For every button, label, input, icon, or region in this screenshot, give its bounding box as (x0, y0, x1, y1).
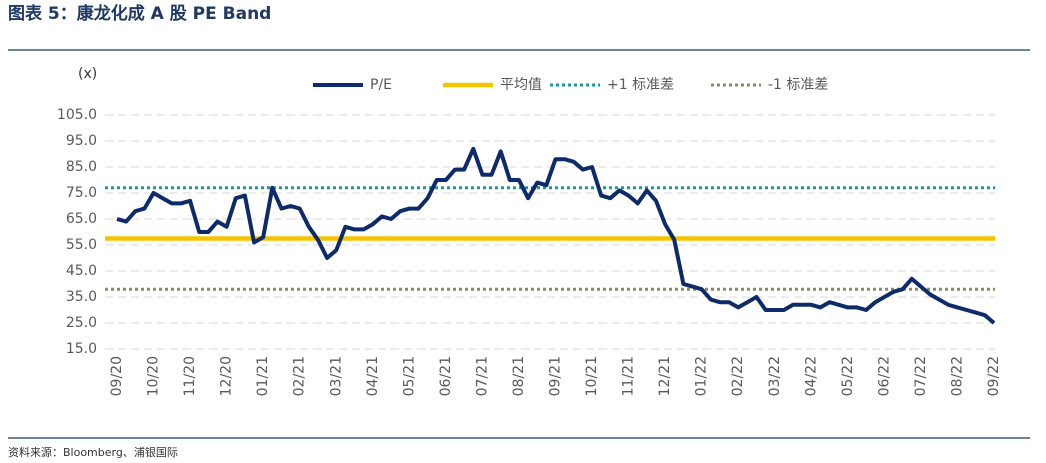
x-tick-label: 01/22 (694, 356, 710, 396)
x-tick-label: 06/21 (438, 356, 454, 396)
x-tick-label: 08/22 (949, 356, 965, 396)
x-tick-label: 03/21 (328, 356, 344, 396)
x-tick-label: 09/22 (986, 356, 1002, 396)
y-tick-label: 95.0 (66, 133, 97, 149)
x-tick-label: 02/22 (730, 356, 746, 396)
y-tick-label: 35.0 (66, 289, 97, 305)
y-tick-label: 55.0 (66, 237, 97, 253)
legend-label: 平均值 (500, 77, 542, 93)
x-tick-label: 10/21 (584, 356, 600, 396)
x-tick-label: 04/21 (365, 356, 381, 396)
chart-title: 图表 5：康龙化成 A 股 PE Band (8, 3, 271, 24)
legend-label: +1 标准差 (607, 77, 674, 93)
x-tick-label: 08/21 (511, 356, 527, 396)
y-axis-label: (x) (78, 66, 97, 82)
x-tick-label: 12/20 (219, 356, 235, 396)
pe-line (116, 146, 996, 325)
legend-label: -1 标准差 (768, 77, 828, 93)
x-tick-label: 05/22 (840, 356, 856, 396)
x-tick-label: 11/20 (182, 356, 198, 396)
y-tick-label: 45.0 (66, 263, 97, 279)
source: 资料来源：Bloomberg、浦银国际 (8, 445, 178, 459)
x-tick-label: 09/21 (548, 356, 564, 396)
legend-label: P/E (370, 77, 392, 93)
x-tick-label: 05/21 (401, 356, 417, 396)
x-tick-label: 11/21 (621, 356, 637, 396)
y-tick-label: 105.0 (57, 107, 97, 123)
x-tick-label: 07/22 (913, 356, 929, 396)
y-tick-label: 15.0 (66, 341, 97, 357)
x-tick-label: 02/21 (292, 356, 308, 396)
x-tick-label: 01/21 (255, 356, 271, 396)
x-tick-label: 12/21 (657, 356, 673, 396)
y-tick-label: 25.0 (66, 315, 97, 331)
x-tick-label: 10/20 (146, 356, 162, 396)
x-tick-label: 04/22 (803, 356, 819, 396)
x-tick-label: 09/20 (109, 356, 125, 396)
y-tick-label: 65.0 (66, 211, 97, 227)
x-tick-label: 03/22 (767, 356, 783, 396)
x-tick-label: 06/22 (876, 356, 892, 396)
y-tick-label: 75.0 (66, 185, 97, 201)
x-tick-label: 07/21 (474, 356, 490, 396)
y-tick-label: 85.0 (66, 159, 97, 175)
